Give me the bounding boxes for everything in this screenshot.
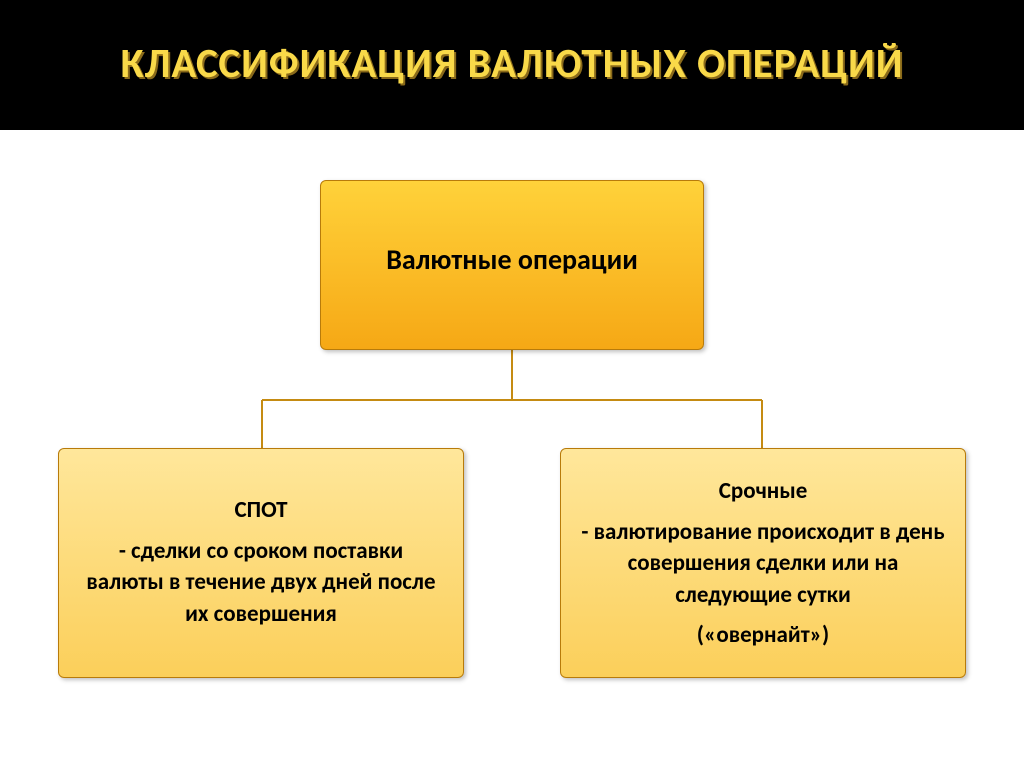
child-node-srochnye-extra: («овернайт») [697, 621, 829, 649]
child-node-spot: СПОТ - сделки со сроком поставки валюты … [58, 448, 464, 678]
child-node-srochnye-heading: Срочные [719, 477, 808, 505]
child-node-srochnye: Срочные - валютирование происходит в ден… [560, 448, 966, 678]
page-title: КЛАССИФИКАЦИЯ ВАЛЮТНЫХ ОПЕРАЦИЙ [121, 41, 904, 88]
child-node-spot-body: - сделки со сроком поставки валюты в теч… [79, 536, 443, 629]
root-node: Валютные операции [320, 180, 704, 350]
title-bar: КЛАССИФИКАЦИЯ ВАЛЮТНЫХ ОПЕРАЦИЙ [0, 0, 1024, 130]
diagram-area: Валютные операции СПОТ - сделки со сроко… [0, 130, 1024, 768]
child-node-spot-heading: СПОТ [234, 496, 287, 524]
root-node-label: Валютные операции [386, 242, 638, 277]
child-node-srochnye-body: - валютирование происходит в день соверш… [581, 517, 945, 610]
